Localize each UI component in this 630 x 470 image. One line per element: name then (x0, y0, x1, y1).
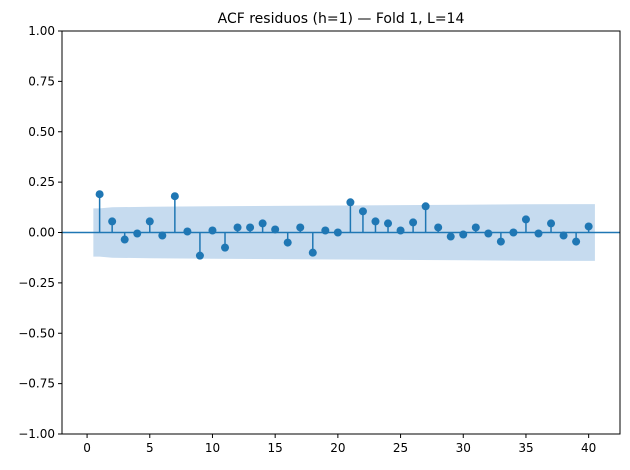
acf-point (358, 207, 367, 216)
y-axis: −1.00 −0.75 −0.50 −0.25 0.00 0.25 0.50 0.75 1.00 (18, 24, 62, 441)
y-tick-label: −0.50 (18, 326, 55, 340)
x-tick-label: 40 (581, 441, 596, 455)
acf-point (409, 218, 418, 227)
acf-point (346, 198, 355, 207)
x-tick-label: 10 (205, 441, 220, 455)
acf-point (534, 229, 543, 238)
x-tick-label: 5 (146, 441, 154, 455)
acf-point (396, 226, 405, 235)
y-tick-label: 0.50 (28, 125, 55, 139)
chart-title: ACF residuos (h=1) — Fold 1, L=14 (218, 11, 465, 27)
acf-point (158, 231, 167, 240)
acf-point (434, 223, 443, 232)
acf-point (170, 192, 179, 201)
acf-point (221, 243, 230, 252)
y-tick-label: 0.25 (28, 175, 55, 189)
y-tick-label: 0.75 (28, 74, 55, 88)
acf-point (421, 202, 430, 211)
acf-point (559, 231, 568, 240)
x-tick-label: 25 (393, 441, 408, 455)
acf-point (333, 228, 342, 237)
stem-layer (95, 190, 593, 260)
acf-point (195, 251, 204, 260)
x-axis: 0 5 10 15 20 25 30 35 40 (83, 434, 596, 455)
acf-point (296, 223, 305, 232)
acf-point (584, 222, 593, 231)
x-tick-label: 0 (83, 441, 91, 455)
acf-point (183, 227, 192, 236)
acf-point (484, 229, 493, 238)
acf-point (471, 223, 480, 232)
acf-point (283, 238, 292, 247)
acf-point (521, 215, 530, 224)
acf-point (246, 223, 255, 232)
acf-point (271, 225, 280, 234)
acf-point (308, 248, 317, 257)
acf-point (258, 219, 267, 228)
x-tick-label: 30 (456, 441, 471, 455)
acf-point (446, 232, 455, 241)
acf-point (95, 190, 104, 199)
acf-point (509, 228, 518, 237)
acf-point (384, 219, 393, 228)
acf-point (321, 226, 330, 235)
y-tick-label: −0.75 (18, 377, 55, 391)
acf-point (572, 237, 581, 246)
acf-point (496, 237, 505, 246)
acf-point (371, 217, 380, 226)
acf-point (133, 229, 142, 238)
acf-point (459, 230, 468, 239)
acf-point (145, 217, 154, 226)
acf-point (233, 223, 242, 232)
x-tick-label: 20 (330, 441, 345, 455)
x-tick-label: 35 (518, 441, 533, 455)
y-tick-label: 1.00 (28, 24, 55, 38)
acf-point (208, 226, 217, 235)
y-tick-label: −0.25 (18, 276, 55, 290)
acf-point (108, 217, 117, 226)
acf-point (547, 219, 556, 228)
y-tick-label: −1.00 (18, 427, 55, 441)
acf-point (120, 235, 129, 244)
x-tick-label: 15 (268, 441, 283, 455)
y-tick-label: 0.00 (28, 226, 55, 240)
